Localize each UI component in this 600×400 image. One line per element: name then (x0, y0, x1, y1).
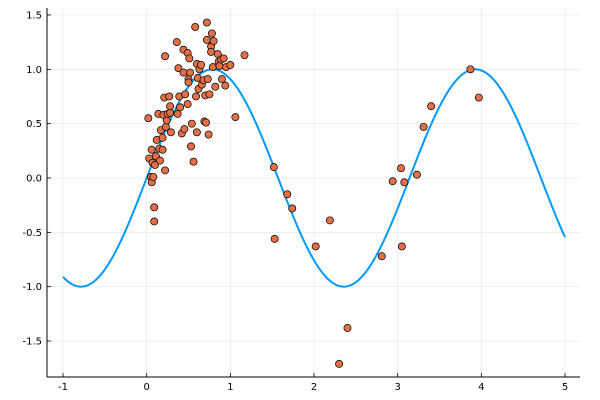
data-point (165, 92, 174, 101)
data-point (269, 163, 278, 172)
y-tick-label: 1.0 (26, 65, 42, 76)
data-point (204, 130, 213, 139)
data-point (208, 63, 217, 72)
data-point (151, 161, 159, 169)
data-point (202, 18, 211, 27)
data-point (187, 119, 196, 128)
data-point (191, 22, 200, 31)
x-tick-label: 2 (311, 382, 317, 393)
sine-curve-line (62, 68, 566, 288)
axes: -1 0 1 2 3 4 5 -1.5 -1.0 -0.5 0.0 0.5 1.0 1.5 (22, 8, 580, 393)
data-point (202, 36, 211, 44)
data-point (202, 118, 211, 127)
data-point (397, 164, 405, 173)
data-point (288, 204, 297, 213)
data-point (226, 60, 235, 69)
y-tick-label: -0.5 (22, 228, 42, 239)
data-point (192, 92, 200, 101)
data-point (388, 177, 397, 186)
data-point (311, 242, 320, 251)
data-point (215, 62, 224, 70)
data-point (185, 54, 194, 63)
y-tick-label: -1.5 (22, 337, 42, 348)
data-point (397, 242, 406, 251)
data-point (179, 68, 188, 77)
data-point (150, 217, 159, 226)
data-point (173, 109, 182, 118)
data-point (189, 157, 198, 166)
data-point (174, 64, 183, 73)
grid (47, 8, 580, 377)
data-point (156, 156, 164, 165)
data-point (211, 82, 220, 91)
data-point (219, 54, 228, 63)
data-point (192, 128, 201, 137)
data-point (221, 81, 230, 90)
data-point (207, 29, 216, 38)
data-point (218, 75, 226, 84)
data-point (187, 142, 195, 151)
data-points-series (144, 18, 483, 368)
data-point (180, 125, 189, 134)
y-tick-label: -1.0 (22, 282, 42, 293)
data-point (283, 190, 292, 199)
data-point (205, 90, 214, 99)
y-tick-label: 1.5 (26, 10, 42, 21)
data-point (184, 78, 193, 87)
data-point (427, 102, 436, 111)
sine-curve-series (62, 68, 566, 288)
data-point (419, 122, 428, 131)
data-point (270, 234, 279, 243)
data-point (209, 37, 218, 45)
data-point (412, 170, 421, 179)
x-tick-label: 0 (143, 382, 149, 393)
data-point (181, 90, 190, 99)
data-point (203, 75, 212, 84)
data-point (343, 324, 352, 332)
x-tick-label: 4 (478, 382, 484, 393)
x-tick-label: 5 (562, 382, 568, 393)
x-tick-label: -1 (58, 382, 68, 393)
data-point (161, 52, 170, 61)
data-point (149, 172, 158, 181)
data-point (207, 47, 216, 56)
y-tick-label: 0.0 (26, 174, 42, 185)
x-tick-label: 1 (227, 382, 233, 393)
data-point (466, 65, 475, 74)
data-point (161, 166, 170, 175)
data-point (474, 93, 483, 102)
data-point (183, 100, 192, 109)
data-point (158, 133, 167, 142)
data-point (147, 145, 156, 154)
data-point (150, 203, 159, 212)
y-tick-label: 0.5 (26, 119, 42, 130)
x-tick-label: 3 (394, 382, 400, 393)
data-point (158, 145, 167, 154)
data-point (166, 102, 175, 111)
data-point (186, 68, 195, 77)
data-point (240, 51, 249, 60)
data-point (166, 128, 175, 137)
data-point (172, 38, 181, 47)
data-point (144, 114, 153, 123)
data-point (176, 103, 185, 112)
data-point (325, 216, 334, 225)
data-point (166, 108, 175, 117)
data-point (335, 359, 344, 368)
data-point (377, 252, 386, 261)
data-point (197, 60, 205, 69)
data-point (231, 113, 240, 122)
data-point (162, 116, 171, 125)
data-point (400, 178, 409, 187)
